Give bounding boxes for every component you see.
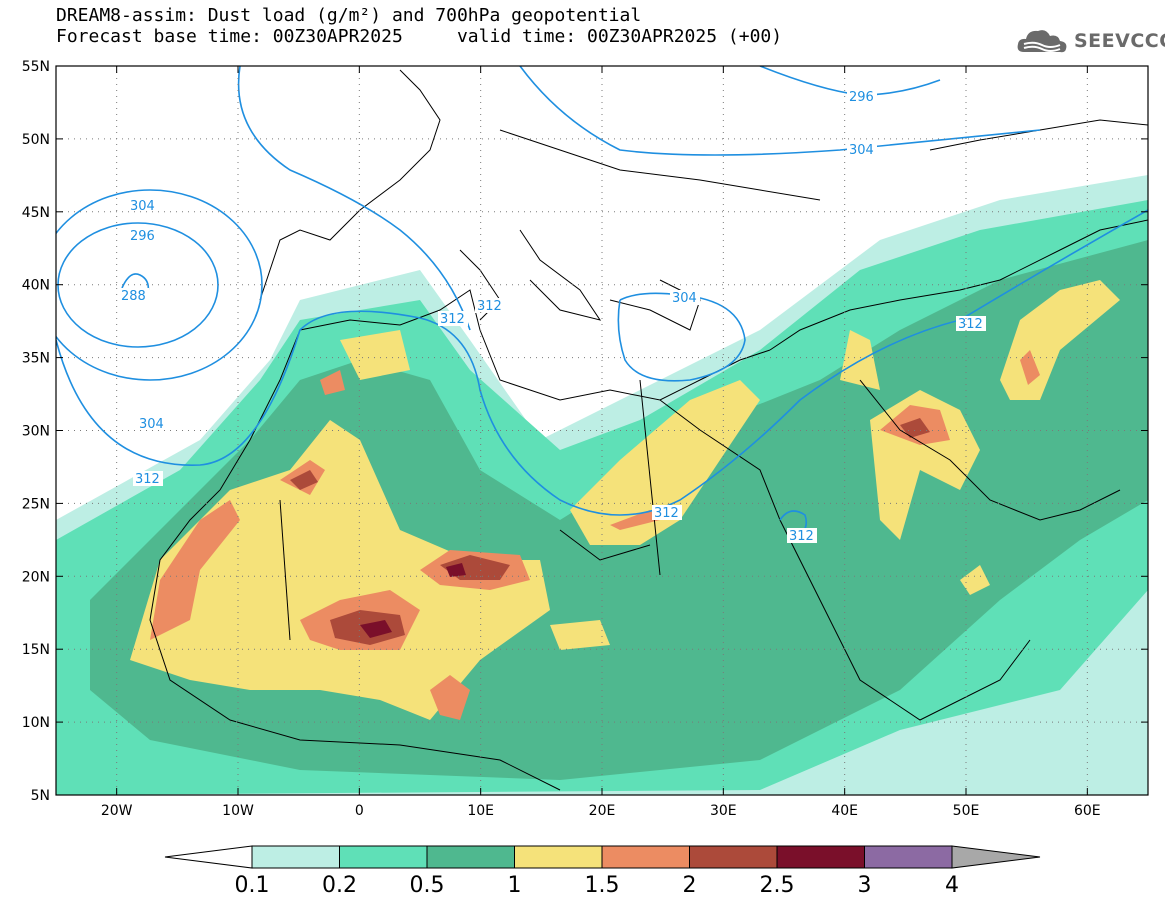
colorbar-label: 0.2 bbox=[322, 873, 357, 898]
contour-label: 304 bbox=[130, 199, 155, 214]
colorbar-bin bbox=[689, 845, 778, 869]
colorbar: 0.1 0.2 0.5 1 1.5 2 2.5 3 4 bbox=[164, 845, 1041, 898]
colorbar-bin bbox=[251, 845, 340, 869]
colorbar-label: 4 bbox=[945, 873, 959, 898]
colorbar-label: 2 bbox=[683, 873, 697, 898]
lat-label: 20N bbox=[22, 569, 50, 585]
contour-label: 304 bbox=[139, 417, 164, 432]
lat-lon-grid bbox=[56, 66, 1148, 795]
contour-label: 312 bbox=[477, 299, 502, 314]
seevccc-logo: SEEVCCC bbox=[1016, 24, 1165, 58]
colorbar-bin bbox=[339, 845, 428, 869]
contour-label: 312 bbox=[440, 312, 465, 327]
colorbar-bin bbox=[514, 845, 603, 869]
lon-label: 20W bbox=[101, 803, 133, 819]
lon-label: 0 bbox=[355, 803, 364, 819]
contour-label: 312 bbox=[135, 472, 160, 487]
forecast-time-line: Forecast base time: 00Z30APR2025 valid t… bbox=[56, 26, 783, 47]
colorbar-bin bbox=[776, 845, 865, 869]
contour-label: 304 bbox=[849, 143, 874, 158]
contour-label: 312 bbox=[654, 506, 679, 521]
cloud-logo-icon bbox=[1017, 30, 1067, 53]
coastlines bbox=[149, 69, 1148, 791]
lat-label: 50N bbox=[22, 132, 50, 148]
colorbar-label: 0.5 bbox=[410, 873, 445, 898]
lat-label: 40N bbox=[22, 278, 50, 294]
contour-label: 296 bbox=[130, 229, 155, 244]
latitude-axis: 55N 50N 45N 40N 35N 30N 25N 20N 15N 10N 5N bbox=[22, 59, 1148, 804]
colorbar-label: 2.5 bbox=[760, 873, 795, 898]
lat-label: 35N bbox=[22, 351, 50, 367]
lat-label: 5N bbox=[31, 788, 50, 804]
colorbar-upper-extension bbox=[951, 845, 1041, 869]
colorbar-lower-extension bbox=[164, 845, 253, 869]
contour-label: 312 bbox=[958, 317, 983, 332]
dust-field bbox=[56, 66, 1148, 795]
colorbar-bin bbox=[426, 845, 515, 869]
colorbar-label: 1.5 bbox=[585, 873, 620, 898]
lon-label: 60E bbox=[1074, 803, 1101, 819]
lat-label: 10N bbox=[22, 715, 50, 731]
colorbar-label: 0.1 bbox=[235, 873, 270, 898]
contour-label: 304 bbox=[672, 291, 697, 306]
map-title: DREAM8-assim: Dust load (g/m²) and 700hP… bbox=[56, 5, 642, 26]
colorbar-label: 1 bbox=[508, 873, 522, 898]
contour-labels: 296 304 304 296 288 312 312 304 312 312 … bbox=[119, 89, 986, 544]
lon-label: 10W bbox=[222, 803, 254, 819]
lat-label: 25N bbox=[22, 496, 50, 512]
colorbar-bin bbox=[601, 845, 690, 869]
colorbar-label: 3 bbox=[858, 873, 872, 898]
colorbar-bin bbox=[864, 845, 953, 869]
contour-label: 288 bbox=[121, 289, 146, 304]
lon-label: 50E bbox=[953, 803, 980, 819]
lat-label: 30N bbox=[22, 424, 50, 440]
contour-label: 296 bbox=[849, 90, 874, 105]
longitude-axis: 20W 10W 0 10E 20E 30E 40E 50E 60E bbox=[101, 66, 1101, 819]
lon-label: 10E bbox=[467, 803, 494, 819]
lon-label: 40E bbox=[831, 803, 858, 819]
lon-label: 20E bbox=[589, 803, 616, 819]
lat-label: 15N bbox=[22, 642, 50, 658]
lat-label: 45N bbox=[22, 205, 50, 221]
lat-label: 55N bbox=[22, 59, 50, 75]
logo-text: SEEVCCC bbox=[1074, 30, 1165, 52]
lon-label: 30E bbox=[710, 803, 737, 819]
contour-label: 312 bbox=[789, 529, 814, 544]
